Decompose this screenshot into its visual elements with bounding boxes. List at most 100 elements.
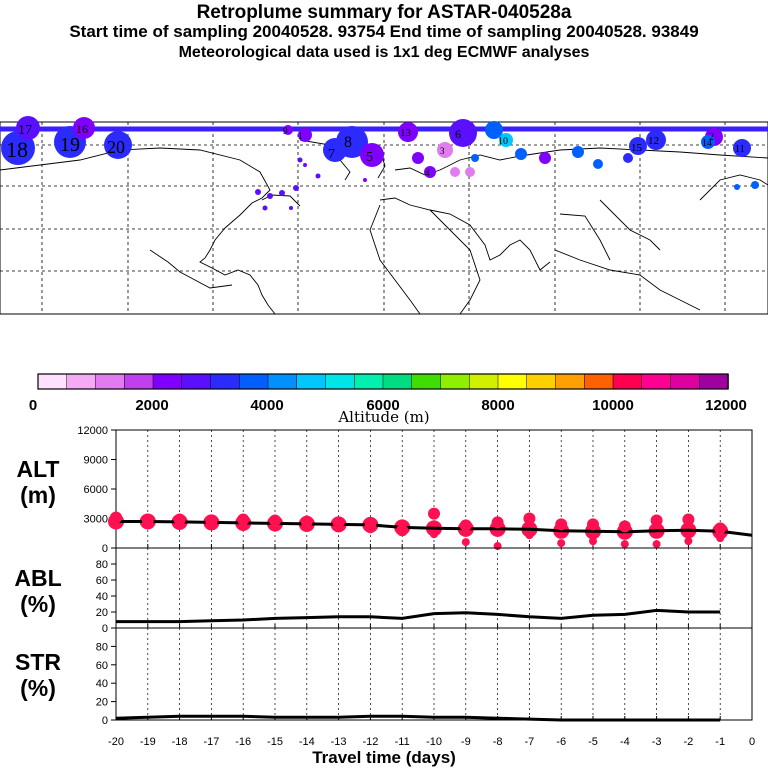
- alt-cluster-point: [491, 516, 504, 529]
- colorbar-tick-2000: 2000: [135, 397, 168, 414]
- alt-cluster-point: [650, 514, 663, 527]
- abl-panel-title: ABL (%): [14, 565, 62, 617]
- chart-title: Retroplume summary for ASTAR-040528a: [196, 2, 572, 23]
- x-tick-label: -14: [299, 736, 315, 748]
- alt-cluster-point: [300, 515, 313, 528]
- cluster-label-7: 7: [328, 147, 335, 162]
- cluster-label-19: 19: [60, 134, 80, 156]
- alt-cluster-point: [237, 513, 250, 526]
- meteo-note: Meteorological data used is 1x1 deg ECMW…: [178, 44, 590, 61]
- x-tick-label: -3: [652, 736, 662, 748]
- alt-cluster-point: [459, 519, 472, 532]
- cluster-label-17: 17: [18, 123, 32, 138]
- x-tick-label: -2: [684, 736, 694, 748]
- alt-cluster-point: [682, 513, 695, 526]
- altitude-colorbar: 0 2000 4000 6000 8000 10000 12000: [29, 373, 747, 414]
- cluster-label-16: 16: [76, 122, 88, 136]
- alt-ytick-label: 3000: [84, 514, 108, 526]
- colorbar-label: Altitude (m): [338, 408, 430, 426]
- alt-ytick-label: 0: [102, 543, 108, 555]
- str-ytick-label: 80: [96, 641, 108, 653]
- alt-cluster-point: [525, 531, 534, 540]
- alt-cluster-point: [684, 537, 693, 546]
- alt-ytick-label: 12000: [77, 425, 108, 437]
- x-tick-label: -8: [493, 736, 503, 748]
- cluster-label-14: 14: [702, 138, 712, 149]
- str-ytick-label: 60: [96, 660, 108, 672]
- x-tick-label: -10: [426, 736, 442, 748]
- alt-cluster-point: [461, 538, 470, 547]
- x-tick-label: -9: [461, 736, 471, 748]
- cluster-label-3: 3: [440, 146, 445, 156]
- cluster-label-9: 9: [283, 126, 288, 136]
- x-tick-label: -1: [715, 736, 725, 748]
- cluster-label-8: 8: [344, 134, 352, 151]
- abl-ytick-label: 80: [96, 559, 108, 571]
- cluster-label-10: 10: [498, 136, 508, 147]
- x-tick-label: -18: [172, 736, 188, 748]
- x-axis-label: Travel time (days): [312, 748, 456, 767]
- alt-cluster-point: [271, 522, 279, 531]
- alt-cluster-point: [143, 518, 152, 527]
- alt-cluster-point: [110, 511, 122, 524]
- cluster-label-2: 2: [709, 132, 714, 143]
- alt-cluster-point: [555, 518, 568, 531]
- colorbar-tick-12000: 12000: [705, 397, 747, 414]
- alt-cluster-point: [366, 525, 375, 534]
- cluster-label-15: 15: [631, 142, 643, 154]
- x-tick-label: -11: [395, 736, 410, 748]
- alt-cluster-point: [428, 507, 440, 520]
- sampling-times: Start time of sampling 20040528. 93754 E…: [69, 22, 699, 41]
- x-tick-label: -19: [140, 736, 156, 748]
- cluster-16: [73, 117, 95, 139]
- x-tick-label: -4: [620, 736, 630, 748]
- colorbar-tick-8000: 8000: [481, 397, 514, 414]
- cluster-labels: 18 19 20 17 16 15 14 13 12 11 10 9 8 7 6…: [6, 122, 745, 178]
- alt-panel-title: ALT (m): [16, 456, 60, 508]
- alt-cluster-point: [587, 518, 599, 531]
- x-tick-label: -7: [525, 736, 535, 748]
- str-panel-title: STR (%): [15, 649, 61, 701]
- plume-map: 18 19 20 17 16 15 14 13 12 11 10 9 8 7 6…: [0, 116, 768, 315]
- alt-ytick-label: 6000: [84, 484, 108, 496]
- cluster-label-20: 20: [107, 137, 125, 157]
- cluster-label-5: 5: [366, 150, 373, 165]
- x-tick-label: -6: [556, 736, 566, 748]
- alt-ytick-label: 9000: [84, 455, 108, 467]
- alt-cluster-point: [618, 520, 631, 533]
- alt-cluster-point: [716, 534, 725, 543]
- cluster-label-12: 12: [648, 135, 659, 147]
- abl-ytick-label: 60: [96, 575, 108, 587]
- colorbar-tick-0: 0: [29, 397, 37, 414]
- alt-cluster-point: [269, 514, 281, 527]
- str-series-line: [115, 714, 721, 722]
- plume-clusters: [1, 116, 759, 211]
- x-tick-label: -16: [235, 736, 251, 748]
- alt-cluster-point: [175, 518, 184, 527]
- x-tick-label: -17: [203, 736, 219, 748]
- abl-ytick-label: 0: [102, 623, 108, 635]
- cluster-label-18: 18: [6, 137, 28, 162]
- cluster-label-4: 4: [425, 168, 430, 178]
- x-tick-label: -12: [362, 736, 378, 748]
- alt-cluster-point: [207, 519, 216, 528]
- alt-cluster-point: [589, 537, 597, 546]
- alt-cluster-point: [714, 522, 727, 535]
- cluster-label-11: 11: [735, 144, 745, 155]
- x-tick-label: -5: [588, 736, 598, 748]
- x-tick-label: 0: [749, 736, 755, 748]
- alt-cluster-point: [239, 521, 248, 530]
- alt-cluster-point: [302, 523, 311, 532]
- str-ytick-label: 0: [102, 715, 108, 727]
- cluster-label-13: 13: [400, 127, 412, 139]
- x-tick-label: -13: [331, 736, 347, 748]
- cluster-20: [104, 131, 132, 159]
- alt-cluster-point: [112, 520, 120, 529]
- alt-cluster-point: [398, 525, 407, 534]
- x-tick-label: -15: [267, 736, 283, 748]
- colorbar-tick-4000: 4000: [250, 397, 283, 414]
- colorbar-tick-6000: 6000: [366, 397, 399, 414]
- alt-cluster-point: [557, 539, 566, 548]
- alt-series-line: [116, 520, 753, 537]
